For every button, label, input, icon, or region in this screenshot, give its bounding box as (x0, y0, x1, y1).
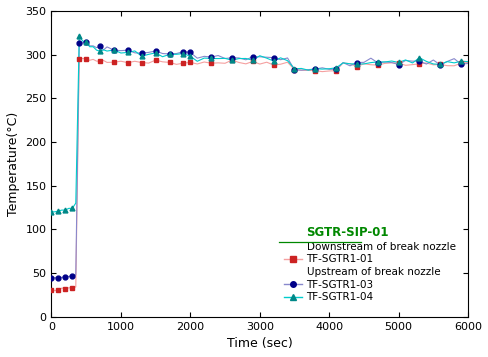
X-axis label: Time (sec): Time (sec) (226, 337, 292, 350)
Y-axis label: Temperature(°C): Temperature(°C) (7, 112, 20, 216)
Legend: SGTR-SIP-01, Downstream of break nozzle, TF-SGTR1-01, Upstream of break nozzle, : SGTR-SIP-01, Downstream of break nozzle,… (280, 223, 458, 305)
